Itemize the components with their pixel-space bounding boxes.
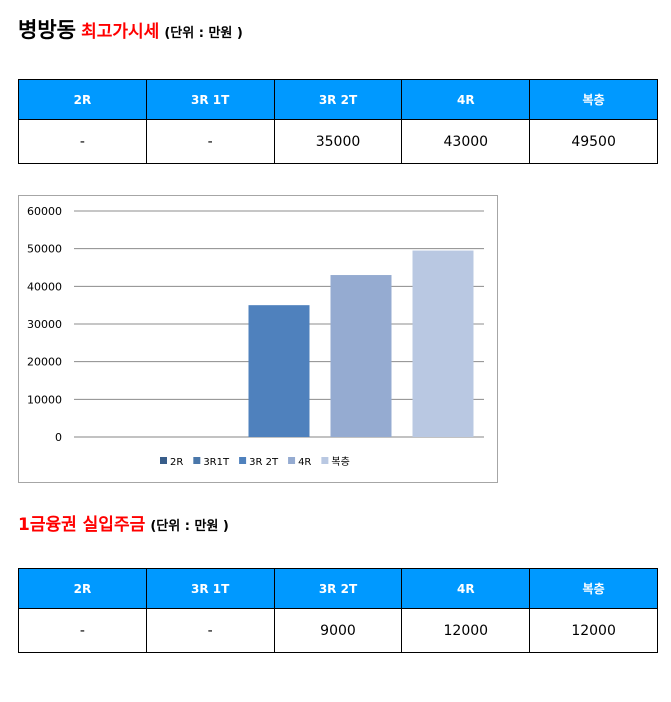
deposit-header-4r: 4R <box>401 568 531 609</box>
price-cell-duplex: 49500 <box>529 119 658 164</box>
legend-swatch <box>193 457 201 464</box>
legend-label: 3R 2T <box>249 457 279 468</box>
deposit-header-duplex: 복층 <box>529 568 658 609</box>
price-table-header-row: 2R 3R 1T 3R 2T 4R 복층 <box>18 79 658 120</box>
section1-heading: 병방동 최고가시세 (단위 : 만원 ) <box>18 14 243 44</box>
bar <box>412 250 474 437</box>
price-cell-3r2t: 35000 <box>273 119 403 164</box>
deposit-table-header-row: 2R 3R 1T 3R 2T 4R 복층 <box>18 568 658 609</box>
bar <box>330 275 392 437</box>
price-cell-4r: 43000 <box>401 119 531 164</box>
legend-swatch <box>321 457 329 464</box>
section2-unit: (단위 : 만원 ) <box>150 519 229 534</box>
deposit-table: 2R 3R 1T 3R 2T 4R 복층 - - 9000 12000 1200… <box>18 568 658 653</box>
price-header-3r1t: 3R 1T <box>145 79 275 120</box>
y-tick-label: 40000 <box>27 280 62 293</box>
deposit-table-row: - - 9000 12000 12000 <box>18 608 658 653</box>
legend-swatch <box>288 457 296 464</box>
legend-swatch <box>239 457 247 464</box>
section1-unit: (단위 : 만원 ) <box>164 26 243 41</box>
price-header-3r2t: 3R 2T <box>273 79 403 120</box>
deposit-cell-duplex: 12000 <box>529 608 658 653</box>
section2-heading: 1금융권 실입주금 (단위 : 만원 ) <box>18 510 229 535</box>
y-tick-label: 50000 <box>27 243 62 256</box>
deposit-cell-3r2t: 9000 <box>273 608 403 653</box>
price-cell-2r: - <box>18 119 147 164</box>
y-tick-label: 20000 <box>27 356 62 369</box>
y-tick-label: 60000 <box>27 205 62 218</box>
price-header-4r: 4R <box>401 79 531 120</box>
deposit-header-3r1t: 3R 1T <box>145 568 275 609</box>
legend-swatch <box>160 457 167 464</box>
deposit-cell-3r1t: - <box>145 608 275 653</box>
deposit-header-2r: 2R <box>18 568 147 609</box>
price-header-2r: 2R <box>18 79 147 120</box>
section1-subtitle: 최고가시세 <box>81 22 160 42</box>
legend-label: 2R <box>170 457 183 468</box>
deposit-cell-4r: 12000 <box>401 608 531 653</box>
price-table-row: - - 35000 43000 49500 <box>18 119 658 164</box>
legend-label: 4R <box>298 457 311 468</box>
deposit-header-3r2t: 3R 2T <box>273 568 403 609</box>
price-header-duplex: 복층 <box>529 79 658 120</box>
price-chart: 0 10000 20000 30000 40000 50000 60000 2R 3R1T 3R … <box>18 195 498 483</box>
legend-label: 복층 <box>331 456 349 468</box>
price-cell-3r1t: - <box>145 119 275 164</box>
section2-title: 1금융권 실입주금 <box>18 515 146 535</box>
y-tick-label: 0 <box>55 431 62 444</box>
price-chart-svg: 0 10000 20000 30000 40000 50000 60000 2R 3R1T 3R … <box>27 205 484 468</box>
legend-label: 3R1T <box>203 457 230 468</box>
bar <box>248 305 310 437</box>
y-tick-label: 30000 <box>27 318 62 331</box>
deposit-cell-2r: - <box>18 608 147 653</box>
location-title: 병방동 <box>18 18 76 42</box>
price-table: 2R 3R 1T 3R 2T 4R 복층 - - 35000 43000 495… <box>18 79 658 164</box>
y-tick-label: 10000 <box>27 393 62 406</box>
